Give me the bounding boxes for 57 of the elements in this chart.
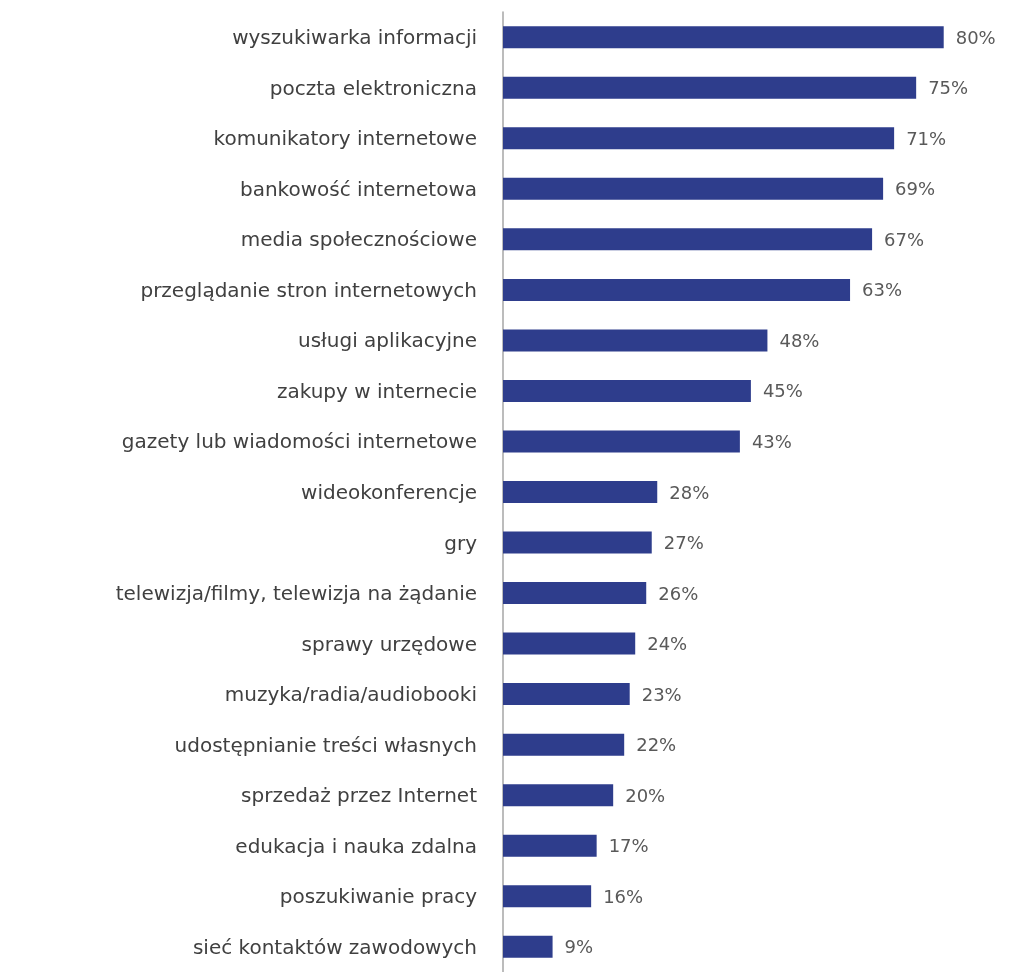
data-label: 27% <box>663 532 704 554</box>
y-tick-label: poczta elektroniczna <box>269 75 477 100</box>
data-label: 17% <box>608 835 649 857</box>
data-label: 75% <box>928 77 969 99</box>
y-tick-label: wideokonferencje <box>301 480 477 504</box>
y-tick-label: sprawy urzędowe <box>301 631 477 656</box>
bar <box>503 834 597 857</box>
bar <box>503 481 658 503</box>
bar <box>503 632 636 655</box>
y-tick-label: przeglądanie stron internetowych <box>140 277 477 302</box>
y-tick-label: telewizja/filmy, telewizja na żądanie <box>115 581 477 606</box>
data-label: 24% <box>647 633 688 655</box>
bar <box>503 430 740 453</box>
data-label: 28% <box>669 481 710 503</box>
data-label: 71% <box>906 127 947 149</box>
bar <box>503 784 614 807</box>
bar <box>503 733 625 756</box>
y-tick-label: gazety lub wiadomości internetowe <box>121 429 477 454</box>
bar <box>503 683 630 706</box>
y-tick-label: bankowość internetowa <box>239 176 477 201</box>
bar <box>503 278 851 301</box>
data-label: 67% <box>884 228 925 250</box>
data-label: 45% <box>762 380 803 402</box>
y-tick-label: edukacja i nauka zdalna <box>235 833 477 858</box>
bar <box>503 935 553 958</box>
data-label: 48% <box>779 329 820 351</box>
bar <box>503 228 873 251</box>
data-label: 22% <box>636 734 677 756</box>
y-tick-label: wyszukiwarka informacji <box>232 25 477 50</box>
y-tick-label: udostępnianie treści własnych <box>174 732 477 757</box>
data-label: 63% <box>862 279 903 301</box>
data-label: 26% <box>658 582 699 604</box>
y-tick-label: komunikatory internetowe <box>213 126 477 151</box>
bar <box>503 885 592 908</box>
y-tick-label: media społecznościowe <box>240 227 477 252</box>
y-tick-label: usługi aplikacyjne <box>298 328 477 353</box>
bar <box>503 329 768 352</box>
bar <box>503 26 944 49</box>
data-label: 69% <box>895 178 936 200</box>
y-tick-label: zakupy w internecie <box>276 378 477 403</box>
bar <box>503 531 652 554</box>
data-label: 80% <box>955 26 996 48</box>
y-tick-label: sieć kontaktów zawodowych <box>192 934 477 959</box>
bar <box>503 127 895 150</box>
y-tick-label: sprzedaż przez Internet <box>241 783 478 808</box>
data-label: 23% <box>641 683 682 705</box>
bar <box>503 76 917 99</box>
y-tick-label: muzyka/radia/audiobooki <box>224 682 477 707</box>
data-label: 43% <box>751 430 792 452</box>
data-label: 9% <box>564 936 594 958</box>
y-tick-label: poszukiwanie pracy <box>279 884 478 909</box>
data-label: 16% <box>603 885 644 907</box>
bar <box>503 379 751 402</box>
bar <box>503 177 884 200</box>
data-label: 20% <box>625 784 666 806</box>
y-tick-label: gry <box>444 530 478 555</box>
bar <box>503 582 647 605</box>
